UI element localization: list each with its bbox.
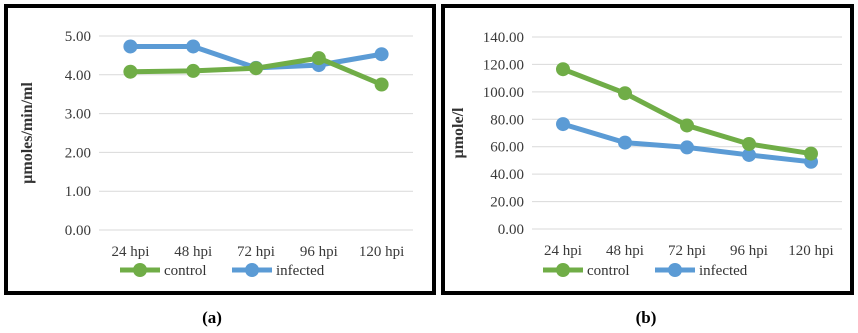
y-tick-label: 0.00	[65, 223, 91, 239]
y-tick-label: 120.00	[483, 57, 524, 73]
data-point-infected	[186, 39, 201, 54]
x-tick-label: 96 hpi	[730, 243, 768, 259]
legend-label-control: control	[164, 263, 207, 279]
data-point-control	[804, 146, 818, 161]
x-tick-label: 120 hpi	[359, 244, 404, 260]
data-point-control	[374, 77, 389, 92]
legend-label-infected: infected	[699, 263, 748, 279]
y-tick-label: 40.00	[490, 167, 524, 183]
data-point-infected	[374, 47, 389, 62]
y-tick-label: 3.00	[65, 107, 91, 123]
x-tick-label: 48 hpi	[174, 244, 212, 260]
y-tick-label: 100.00	[483, 85, 524, 101]
chart-a-svg: 0.00 1.00 2.00 3.00 4.00 5.00 24 hpi 48 hpi 72 h…	[19, 29, 413, 279]
y-tick-label: 4.00	[65, 68, 91, 84]
data-point-infected	[556, 117, 570, 132]
y-axis-label: µmoles/min/ml	[19, 82, 36, 184]
x-tick-label: 72 hpi	[237, 244, 275, 260]
legend-marker-control	[133, 263, 147, 277]
data-point-infected	[618, 135, 632, 150]
y-tick-label: 20.00	[490, 195, 524, 211]
legend-marker-infected	[668, 263, 682, 277]
data-point-control	[311, 51, 326, 66]
data-point-control	[249, 61, 263, 76]
y-tick-label: 1.00	[65, 184, 91, 200]
data-point-control	[742, 136, 756, 151]
y-tick-label: 80.00	[490, 112, 524, 128]
data-point-infected	[680, 140, 694, 155]
legend-label-control: control	[587, 263, 630, 279]
y-tick-label: 5.00	[65, 29, 91, 45]
caption-a: (a)	[202, 308, 222, 327]
chart-b-svg: 0.00 20.00 40.00 60.00 80.00 100.00 120.00 140.…	[450, 30, 842, 279]
legend-marker-infected	[245, 263, 259, 277]
y-tick-label: 0.00	[498, 222, 524, 238]
caption-b: (b)	[635, 308, 657, 327]
legend-marker-control	[556, 263, 570, 277]
x-tick-label: 48 hpi	[606, 243, 644, 259]
data-point-control	[680, 118, 694, 133]
x-tick-label: 24 hpi	[111, 244, 149, 260]
chart-panel-b: 0.00 20.00 40.00 60.00 80.00 100.00 120.00 140.…	[441, 4, 854, 295]
y-tick-label: 60.00	[490, 140, 524, 156]
y-tick-label: 140.00	[483, 30, 524, 46]
data-point-infected	[742, 147, 756, 162]
y-tick-label: 2.00	[65, 145, 91, 161]
data-point-control	[186, 63, 201, 78]
y-axis-label: µmole/l	[450, 107, 467, 159]
data-point-control	[123, 64, 138, 79]
legend-label-infected: infected	[276, 263, 325, 279]
x-tick-label: 120 hpi	[788, 243, 833, 259]
data-point-control	[618, 86, 632, 101]
data-point-infected	[123, 39, 138, 54]
data-point-control	[556, 62, 570, 77]
x-tick-label: 96 hpi	[300, 244, 338, 260]
x-tick-label: 72 hpi	[668, 243, 706, 259]
x-tick-label: 24 hpi	[544, 243, 582, 259]
chart-panel-a: 0.00 1.00 2.00 3.00 4.00 5.00 24 hpi 48 hpi 72 h…	[4, 4, 436, 295]
